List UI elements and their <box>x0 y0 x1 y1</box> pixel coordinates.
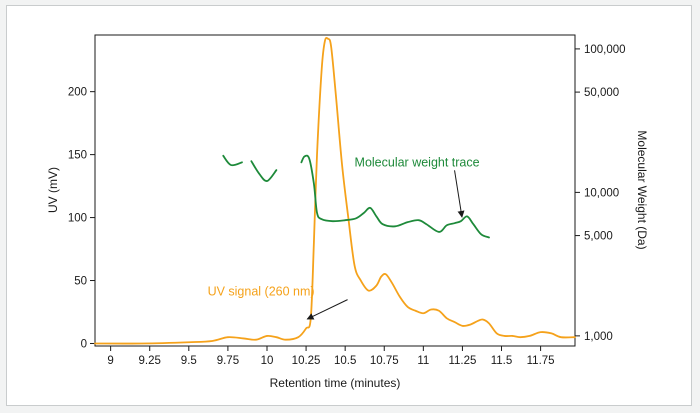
x-tick-label: 11.5 <box>491 355 513 367</box>
x-tick-label: 9.75 <box>217 355 239 367</box>
chart-frame <box>6 5 692 406</box>
uv-signal-line-segment-0 <box>94 36 576 345</box>
y2-tick-label: 100,000 <box>584 44 626 56</box>
molecular-weight-line-segment-2 <box>300 154 490 239</box>
y2-tick-label: 50,000 <box>584 87 619 99</box>
series-layer <box>94 36 576 345</box>
y-tick-label: 50 <box>74 276 87 288</box>
annotation-layer: Molecular weight trace UV signal (260 nm) <box>208 155 480 320</box>
x-axis-title: Retention time (minutes) <box>270 376 401 390</box>
molecular-weight-annotation-label: Molecular weight trace <box>355 155 480 169</box>
y-axis-right: 1,000 5,000 10,000 50,000 100,000 <box>575 44 626 343</box>
y-axis-left: 0 50 100 150 200 <box>68 87 95 350</box>
x-tick-label: 11.75 <box>527 355 555 367</box>
molecular-weight-annotation-arrow <box>454 170 465 218</box>
x-tick-label: 9.25 <box>139 355 161 367</box>
y2-tick-label: 5,000 <box>584 231 613 243</box>
y-tick-label: 200 <box>68 87 87 99</box>
y-tick-label: 100 <box>68 213 87 225</box>
x-tick-label: 9 <box>107 355 113 367</box>
x-axis: 9 9.25 9.5 9.75 10 10.25 10.5 10.75 11 11.25 11.5 1… <box>107 346 555 367</box>
y-tick-label: 0 <box>81 338 87 350</box>
y-axis-title: UV (mV) <box>46 167 60 213</box>
molecular-weight-line-segment-0 <box>222 154 243 167</box>
x-tick-label: 10.25 <box>292 355 321 367</box>
x-tick-label: 10 <box>261 355 274 367</box>
x-tick-label: 10.5 <box>334 355 356 367</box>
y2-tick-label: 1,000 <box>584 331 613 343</box>
y-tick-label: 150 <box>68 150 87 162</box>
x-tick-label: 10.75 <box>370 355 399 367</box>
uv-signal-annotation-label: UV signal (260 nm) <box>208 285 315 299</box>
molecular-weight-line-segment-1 <box>250 160 278 182</box>
y2-axis-title: Molecular Weight (Da) <box>635 130 649 249</box>
y2-tick-label: 10,000 <box>584 187 619 199</box>
uv-signal-annotation-arrow <box>306 299 348 320</box>
plot-area-border <box>94 34 576 347</box>
x-tick-label: 9.5 <box>181 355 197 367</box>
x-tick-label: 11 <box>417 355 429 367</box>
x-tick-label: 11.25 <box>448 355 476 367</box>
